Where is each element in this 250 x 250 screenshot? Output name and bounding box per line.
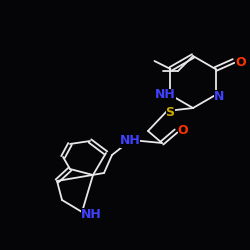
Text: NH: NH — [120, 134, 141, 147]
Text: S: S — [166, 106, 174, 118]
Text: O: O — [235, 56, 246, 68]
Text: O: O — [178, 124, 188, 138]
Text: N: N — [214, 90, 225, 102]
Text: NH: NH — [80, 208, 102, 220]
Text: NH: NH — [155, 88, 176, 102]
